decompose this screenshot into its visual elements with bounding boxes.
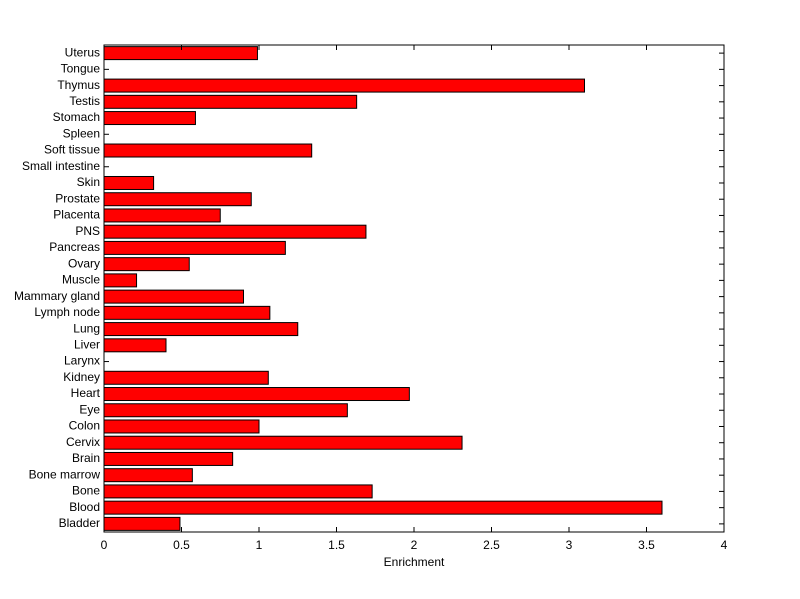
bar xyxy=(103,273,138,288)
bar xyxy=(103,305,271,320)
y-tick-label: Thymus xyxy=(57,78,100,92)
y-tick-label: Larynx xyxy=(64,354,100,368)
y-tick-label: Tongue xyxy=(61,62,101,76)
y-tick-label: Placenta xyxy=(53,208,100,222)
bar xyxy=(103,175,155,190)
bar xyxy=(103,143,313,158)
y-tick-label: Spleen xyxy=(63,126,100,140)
x-tick-label: 1.5 xyxy=(328,538,345,552)
y-tick-label: Bladder xyxy=(59,516,100,530)
y-tick-label: Heart xyxy=(71,386,101,400)
y-tick-label: Pancreas xyxy=(49,240,100,254)
y-tick-label: Eye xyxy=(79,402,100,416)
x-axis-label: Enrichment xyxy=(384,555,445,569)
y-tick-label: Colon xyxy=(69,419,100,433)
plot-area xyxy=(104,45,724,532)
y-tick-label: Stomach xyxy=(53,110,100,124)
x-tick-label: 4 xyxy=(721,538,728,552)
y-tick-label: Muscle xyxy=(62,273,100,287)
bar xyxy=(103,46,258,61)
y-tick-label: Kidney xyxy=(63,370,100,384)
y-tick-label: PNS xyxy=(75,224,100,238)
bar xyxy=(103,484,373,499)
bar xyxy=(103,240,286,255)
y-tick-label: Cervix xyxy=(66,435,100,449)
y-tick-label: Prostate xyxy=(55,191,100,205)
bar xyxy=(103,403,348,418)
bar xyxy=(103,289,244,304)
bar xyxy=(103,224,367,239)
x-tick-label: 2 xyxy=(411,538,418,552)
x-tick-label: 3 xyxy=(566,538,573,552)
x-tick-label: 3.5 xyxy=(638,538,655,552)
bar xyxy=(103,500,663,515)
x-tick-label: 1 xyxy=(256,538,263,552)
y-tick-label: Soft tissue xyxy=(44,143,100,157)
bar xyxy=(103,387,410,402)
y-tick-label: Testis xyxy=(69,94,100,108)
y-tick-label: Lymph node xyxy=(34,305,100,319)
bar xyxy=(103,468,193,483)
bar xyxy=(103,451,234,466)
axes-box xyxy=(103,44,725,533)
y-tick-label: Skin xyxy=(77,175,100,189)
bar xyxy=(103,78,585,93)
x-tick-label: 0 xyxy=(101,538,108,552)
x-tick-label: 2.5 xyxy=(483,538,500,552)
bar xyxy=(103,322,299,337)
bar xyxy=(103,516,181,531)
y-tick-label: Small intestine xyxy=(22,159,100,173)
bar xyxy=(103,370,269,385)
y-tick-label: Brain xyxy=(72,451,100,465)
bar xyxy=(103,208,221,223)
bar xyxy=(103,338,167,353)
bar xyxy=(103,257,190,272)
y-tick-label: Bone marrow xyxy=(29,467,101,481)
y-tick-label: Lung xyxy=(73,321,100,335)
y-tick-label: Ovary xyxy=(68,256,100,270)
y-tick-label: Uterus xyxy=(65,45,100,59)
bar xyxy=(103,192,252,207)
y-tick-label: Bone xyxy=(72,484,100,498)
y-tick-label: Blood xyxy=(69,500,100,514)
x-tick-label: 0.5 xyxy=(173,538,190,552)
y-tick-label: Liver xyxy=(74,337,100,351)
bar xyxy=(103,94,358,109)
bar xyxy=(103,435,463,450)
bar xyxy=(103,111,196,126)
bar xyxy=(103,419,260,434)
y-tick-label: Mammary gland xyxy=(14,289,100,303)
